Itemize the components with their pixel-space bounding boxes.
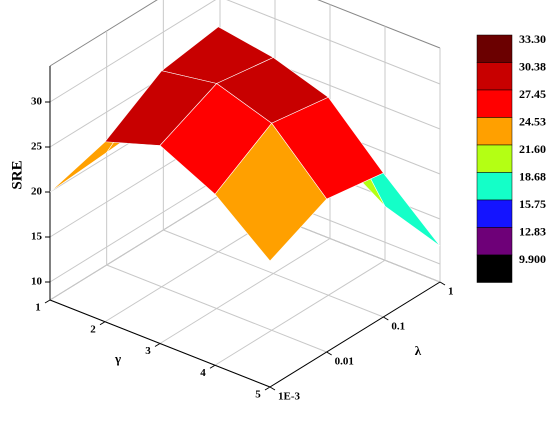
tick-mark [44, 299, 51, 304]
y-tick-label: 0.1 [391, 321, 405, 333]
axis-line [269, 281, 441, 388]
y-tick-label: 0.01 [335, 356, 354, 368]
y-axis-label: λ [415, 343, 422, 358]
colorbar-label: 15.75 [519, 197, 546, 211]
grid-line [104, 216, 276, 323]
colorbar-label: 24.53 [519, 114, 546, 128]
grid-line [163, 229, 384, 318]
colorbar-swatch [476, 62, 513, 91]
tick-mark [154, 343, 161, 347]
colorbar-swatch [476, 199, 513, 228]
grid-line [49, 194, 221, 301]
tick-mark [209, 364, 216, 369]
tick-mark [269, 386, 276, 391]
grid-line [49, 176, 221, 283]
colorbar-swatch [476, 172, 513, 201]
tick-mark [439, 281, 446, 286]
x-tick-label: 5 [255, 389, 261, 401]
x-tick-label: 3 [145, 345, 151, 357]
tick-mark [99, 321, 106, 326]
grid-line [214, 259, 386, 366]
grid-line [159, 238, 331, 344]
y-tick-label: 1 [448, 286, 454, 298]
tick-mark [326, 351, 332, 356]
colorbar-label: 30.38 [519, 59, 546, 73]
z-tick-label: 25 [31, 141, 43, 153]
colorbar-swatch [476, 144, 513, 173]
colorbar-label: 27.45 [519, 87, 546, 101]
x-tick-label: 2 [90, 323, 96, 335]
colorbar-swatch [476, 34, 513, 63]
x-tick-label: 1 [35, 302, 41, 314]
x-tick-label: 4 [200, 367, 206, 379]
x-axis-label: γ [114, 351, 121, 366]
z-tick-label: 10 [31, 276, 43, 288]
colorbar-label: 12.83 [519, 224, 546, 238]
colorbar-label: 21.60 [519, 142, 546, 156]
z-axis-label: SRE [9, 160, 25, 189]
tick-mark [264, 386, 271, 391]
colorbar-swatch [476, 227, 513, 256]
z-tick-label: 20 [31, 186, 43, 198]
colorbar-swatch [476, 254, 513, 283]
tick-mark [383, 316, 389, 321]
box-edge [49, 0, 158, 67]
colorbar-label: 33.30 [519, 32, 546, 46]
colorbar-swatch [476, 89, 513, 118]
z-tick-label: 30 [31, 96, 43, 108]
grid-line [106, 264, 327, 353]
grid-line [49, 0, 217, 103]
y-tick-label: 1E-3 [278, 391, 301, 403]
colorbar-label: 9.900 [519, 252, 546, 266]
colorbar-label: 18.68 [519, 169, 546, 183]
surface-patch [214, 122, 328, 262]
colorbar-swatch [476, 117, 513, 146]
axis-line [49, 299, 271, 388]
z-tick-label: 15 [31, 231, 43, 243]
